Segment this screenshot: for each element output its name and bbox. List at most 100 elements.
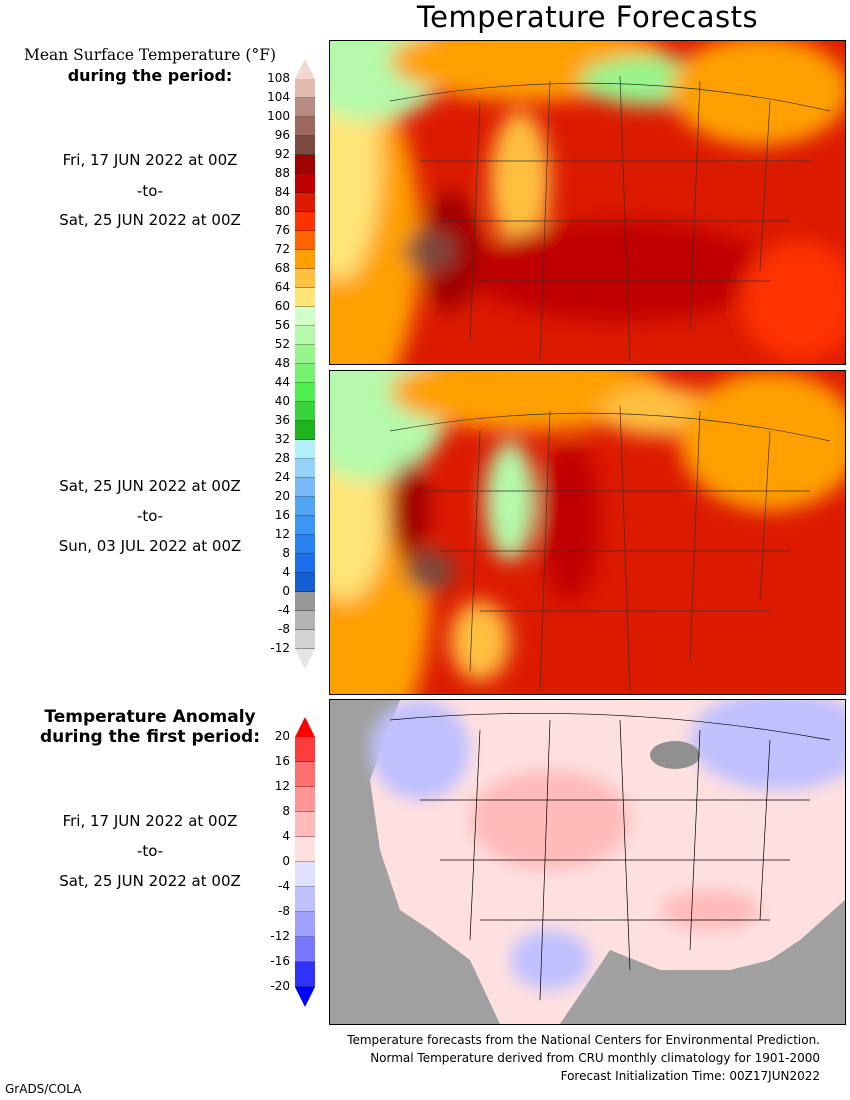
temp-tick-label: -4 (278, 603, 290, 617)
credit: GrADS/COLA (5, 1082, 82, 1096)
temp-swatch (295, 79, 315, 98)
period2-start: Sat, 25 JUN 2022 at 00Z (59, 477, 241, 495)
period3-start: Fri, 17 JUN 2022 at 00Z (62, 812, 238, 830)
temp-swatch (295, 535, 315, 554)
temp-tick-label: 96 (274, 128, 290, 142)
temp-tick-label: 68 (274, 261, 290, 275)
temperature-anomaly-map (329, 699, 846, 1025)
temp-tick-label: 72 (274, 242, 290, 256)
temp-swatch (295, 155, 315, 174)
temp-tick-label: 8 (282, 546, 290, 560)
temperature-map-period2 (329, 370, 846, 695)
temp-tick-label: 88 (274, 166, 290, 180)
anom-tick-label: -20 (270, 979, 290, 993)
temp-tick-label: 56 (274, 318, 290, 332)
temp-tick-label: 44 (274, 375, 290, 389)
footer-line-3: Forecast Initialization Time: 00Z17JUN20… (560, 1069, 820, 1083)
temp-tick-label: 28 (274, 451, 290, 465)
temp-swatch (295, 402, 315, 421)
period1-start: Fri, 17 JUN 2022 at 00Z (62, 151, 238, 169)
temp-tick-label: 40 (274, 394, 290, 408)
temp-tick-label: 20 (274, 489, 290, 503)
temp-tick-label: 84 (274, 185, 290, 199)
anom-swatch (295, 787, 315, 812)
temp-tick-label: 12 (274, 527, 290, 541)
temp-tick-label: 24 (274, 470, 290, 484)
anom-tick-label: 12 (274, 779, 290, 793)
temp-tick-label: -8 (278, 622, 290, 636)
temp-swatch (295, 98, 315, 117)
temp-swatch (295, 174, 315, 193)
temp-tick-label: 80 (274, 204, 290, 218)
anom-swatch (295, 962, 315, 987)
anom-swatch (295, 887, 315, 912)
anom-tick-label: -8 (278, 904, 290, 918)
anom-tick-label: -16 (270, 954, 290, 968)
anom-swatch (295, 812, 315, 837)
footer-line-2: Normal Temperature derived from CRU mont… (370, 1051, 820, 1065)
temp-swatch (295, 250, 315, 269)
temp-tick-label: 92 (274, 147, 290, 161)
temp-swatch (295, 288, 315, 307)
temp-swatch (295, 573, 315, 592)
temp-tick-label: 52 (274, 337, 290, 351)
temp-swatch (295, 307, 315, 326)
temp-swatch (295, 421, 315, 440)
page-title: Temperature Forecasts (416, 0, 759, 34)
colorbar-under-arrow (295, 987, 315, 1007)
temp-tick-label: 104 (267, 90, 290, 104)
temp-swatch (295, 117, 315, 136)
temp-swatch (295, 592, 315, 611)
anom-tick-label: 16 (274, 754, 290, 768)
anom-tick-label: 20 (274, 729, 290, 743)
anomaly-heading: Temperature Anomaly (44, 707, 256, 727)
temp-swatch (295, 497, 315, 516)
temp-swatch (295, 383, 315, 402)
period2-end: Sun, 03 JUL 2022 at 00Z (58, 537, 242, 555)
temp-swatch (295, 516, 315, 535)
anom-swatch (295, 937, 315, 962)
anom-swatch (295, 762, 315, 787)
colorbar-over-arrow (295, 59, 315, 79)
temp-swatch (295, 326, 315, 345)
period1-sep: -to- (136, 182, 164, 200)
temp-swatch (295, 345, 315, 364)
temp-swatch (295, 364, 315, 383)
temp-tick-label: 108 (267, 71, 290, 85)
temp-tick-label: 60 (274, 299, 290, 313)
temp-tick-label: 4 (282, 565, 290, 579)
temp-swatch (295, 440, 315, 459)
period2-sep: -to- (136, 507, 164, 525)
footer-line-1: Temperature forecasts from the National … (347, 1033, 820, 1047)
colorbar-under-arrow (295, 649, 315, 669)
temp-tick-label: 16 (274, 508, 290, 522)
temp-tick-label: 48 (274, 356, 290, 370)
period3-sep: -to- (136, 842, 164, 860)
temp-tick-label: 64 (274, 280, 290, 294)
temp-legend-subheading: during the period: (67, 66, 233, 85)
temp-swatch (295, 554, 315, 573)
colorbar-over-arrow (295, 717, 315, 737)
temp-tick-label: 100 (267, 109, 290, 123)
temp-swatch (295, 193, 315, 212)
anom-swatch (295, 737, 315, 762)
anomaly-subheading: during the first period: (39, 727, 261, 747)
anom-tick-label: 4 (282, 829, 290, 843)
period3-end: Sat, 25 JUN 2022 at 00Z (59, 872, 241, 890)
temp-swatch (295, 212, 315, 231)
temp-swatch (295, 269, 315, 288)
temp-tick-label: 76 (274, 223, 290, 237)
temp-swatch (295, 478, 315, 497)
anom-swatch (295, 912, 315, 937)
anom-tick-label: -12 (270, 929, 290, 943)
temp-swatch (295, 459, 315, 478)
temp-swatch (295, 231, 315, 250)
anom-tick-label: 0 (282, 854, 290, 868)
temp-swatch (295, 136, 315, 155)
anom-tick-label: 8 (282, 804, 290, 818)
temp-tick-label: -12 (270, 641, 290, 655)
temp-swatch (295, 611, 315, 630)
period1-end: Sat, 25 JUN 2022 at 00Z (59, 211, 241, 229)
temp-legend-heading: Mean Surface Temperature (°F) (23, 46, 277, 64)
anom-swatch (295, 862, 315, 887)
